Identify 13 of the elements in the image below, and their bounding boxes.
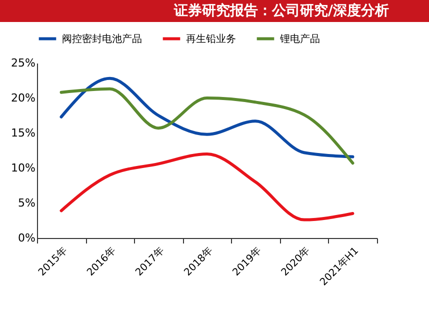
legend-label: 再生铅业务: [186, 32, 236, 45]
y-tick-label: 20%: [11, 92, 36, 104]
chart-title: 证券研究报告：公司研究/深度分析: [0, 0, 429, 22]
line-series: [60, 87, 354, 165]
y-tick-label: 5%: [18, 196, 36, 210]
y-tick-label: 15%: [11, 126, 36, 140]
legend-label: 锂电产品: [279, 32, 320, 45]
y-tick-label: 10%: [11, 162, 36, 174]
line-series: [60, 76, 354, 158]
y-tick-label: 0%: [18, 232, 36, 244]
legend-label: 阀控密封电池产品: [62, 32, 142, 45]
line-series: [60, 152, 354, 222]
y-tick-label: 25%: [11, 56, 36, 70]
